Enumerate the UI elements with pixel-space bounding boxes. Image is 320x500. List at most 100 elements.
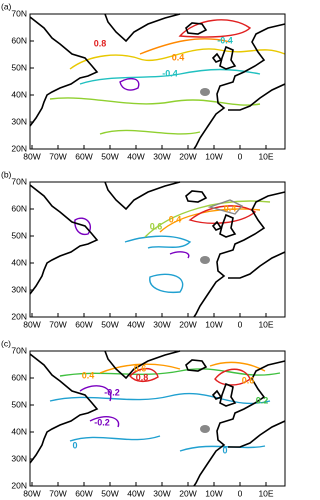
contour-label: 0.4 xyxy=(224,203,237,213)
lon-label: 80W xyxy=(23,488,40,498)
contour xyxy=(74,217,190,259)
panel-label: (c) xyxy=(1,338,11,348)
lon-label: 10W xyxy=(205,319,222,329)
lon-label: 50W xyxy=(101,151,118,161)
shaded-area xyxy=(200,88,210,96)
contour-label: -0.2 xyxy=(94,417,110,427)
lat-label: 30N xyxy=(11,284,27,294)
map-panel: 0.8 -0.4 -0.4 0.4 xyxy=(29,13,286,150)
contour xyxy=(139,38,231,55)
lon-label: 40W xyxy=(127,151,144,161)
figure: 0.8 -0.4 -0.4 0.4 (a) 20N 30N 40N 50N 60N 70N 80W 70… xyxy=(1,1,286,498)
lon-label: 80W xyxy=(23,319,40,329)
lon-label: 60W xyxy=(75,319,92,329)
coastline xyxy=(104,350,181,380)
contour xyxy=(178,19,252,38)
contour xyxy=(49,97,261,135)
lat-label: 60N xyxy=(11,203,27,213)
lat-label: 20N xyxy=(11,480,27,490)
coastline xyxy=(185,22,208,35)
contour xyxy=(207,199,244,215)
contour xyxy=(144,200,271,238)
contour xyxy=(79,68,261,85)
contour xyxy=(99,361,266,374)
lon-label: 0 xyxy=(238,319,243,329)
coastline xyxy=(193,191,286,318)
panel-label: (b) xyxy=(1,169,12,179)
contour-label: 0 xyxy=(222,445,227,455)
coastline xyxy=(228,251,286,279)
contour xyxy=(79,385,120,428)
lon-label: 20W xyxy=(179,151,196,161)
coastline xyxy=(219,382,237,407)
lon-label: 60W xyxy=(75,488,92,498)
coastline xyxy=(219,45,237,70)
lat-label: 30N xyxy=(11,453,27,463)
lon-label: 20W xyxy=(179,319,196,329)
coastline xyxy=(104,13,181,43)
shaded-area xyxy=(200,425,210,433)
lat-label: 40N xyxy=(11,89,27,99)
lon-label: 40W xyxy=(127,488,144,498)
lat-label: 50N xyxy=(11,399,27,409)
lon-label: 40W xyxy=(127,319,144,329)
lat-label: 30N xyxy=(11,116,27,126)
lat-label: 50N xyxy=(11,62,27,72)
contour-label: 0.6 xyxy=(242,375,255,385)
coastline xyxy=(193,360,286,487)
lon-label: 70W xyxy=(49,319,66,329)
lon-label: 50W xyxy=(101,319,118,329)
map-frame xyxy=(29,350,286,487)
map-frame xyxy=(29,181,286,318)
coastline xyxy=(29,184,99,295)
contour-label: 0.6 xyxy=(134,363,147,373)
lon-label: 30W xyxy=(153,151,170,161)
lat-label: 70N xyxy=(11,8,27,18)
contour xyxy=(188,205,257,224)
shaded-area xyxy=(200,256,210,264)
lon-label: 30W xyxy=(153,488,170,498)
contour-label: 0.8 xyxy=(94,38,107,48)
lat-label: 70N xyxy=(11,176,27,186)
lon-label: 60W xyxy=(75,151,92,161)
lon-label: 10E xyxy=(258,151,273,161)
contour-label: 0 xyxy=(72,440,77,450)
contour xyxy=(129,367,251,386)
contour xyxy=(119,77,140,91)
contour-label: 0.8 xyxy=(136,372,149,382)
coastline xyxy=(211,389,223,400)
contour-label: -0.4 xyxy=(217,35,233,45)
coastline xyxy=(193,23,286,150)
map-panel: 0.6 0.4 0.4 xyxy=(29,181,286,318)
coastline xyxy=(211,220,223,231)
lon-label: 20W xyxy=(179,488,196,498)
contour-label: 0.4 xyxy=(169,214,182,224)
coastline xyxy=(228,83,286,111)
lon-label: 70W xyxy=(49,151,66,161)
lat-label: 40N xyxy=(11,257,27,267)
lon-label: 30W xyxy=(153,319,170,329)
lon-label: 10W xyxy=(205,151,222,161)
lon-label: 80W xyxy=(23,151,40,161)
lat-label: 70N xyxy=(11,345,27,355)
map-frame xyxy=(29,13,286,150)
coastline xyxy=(185,359,208,372)
contour-label: -0.4 xyxy=(162,68,178,78)
lat-label: 20N xyxy=(11,143,27,153)
coastline xyxy=(104,181,181,211)
lon-label: 10E xyxy=(258,488,273,498)
lon-label: 50W xyxy=(101,488,118,498)
coastline xyxy=(211,52,223,63)
coastline xyxy=(29,353,99,464)
contour-label: 0.4 xyxy=(82,370,95,380)
contour xyxy=(124,235,192,294)
coastline xyxy=(228,420,286,448)
lat-label: 40N xyxy=(11,426,27,436)
panel-label: (a) xyxy=(1,1,12,11)
lon-label: 70W xyxy=(49,488,66,498)
lat-label: 50N xyxy=(11,230,27,240)
lon-label: 0 xyxy=(238,151,243,161)
lat-label: 60N xyxy=(11,35,27,45)
contour xyxy=(49,392,271,452)
